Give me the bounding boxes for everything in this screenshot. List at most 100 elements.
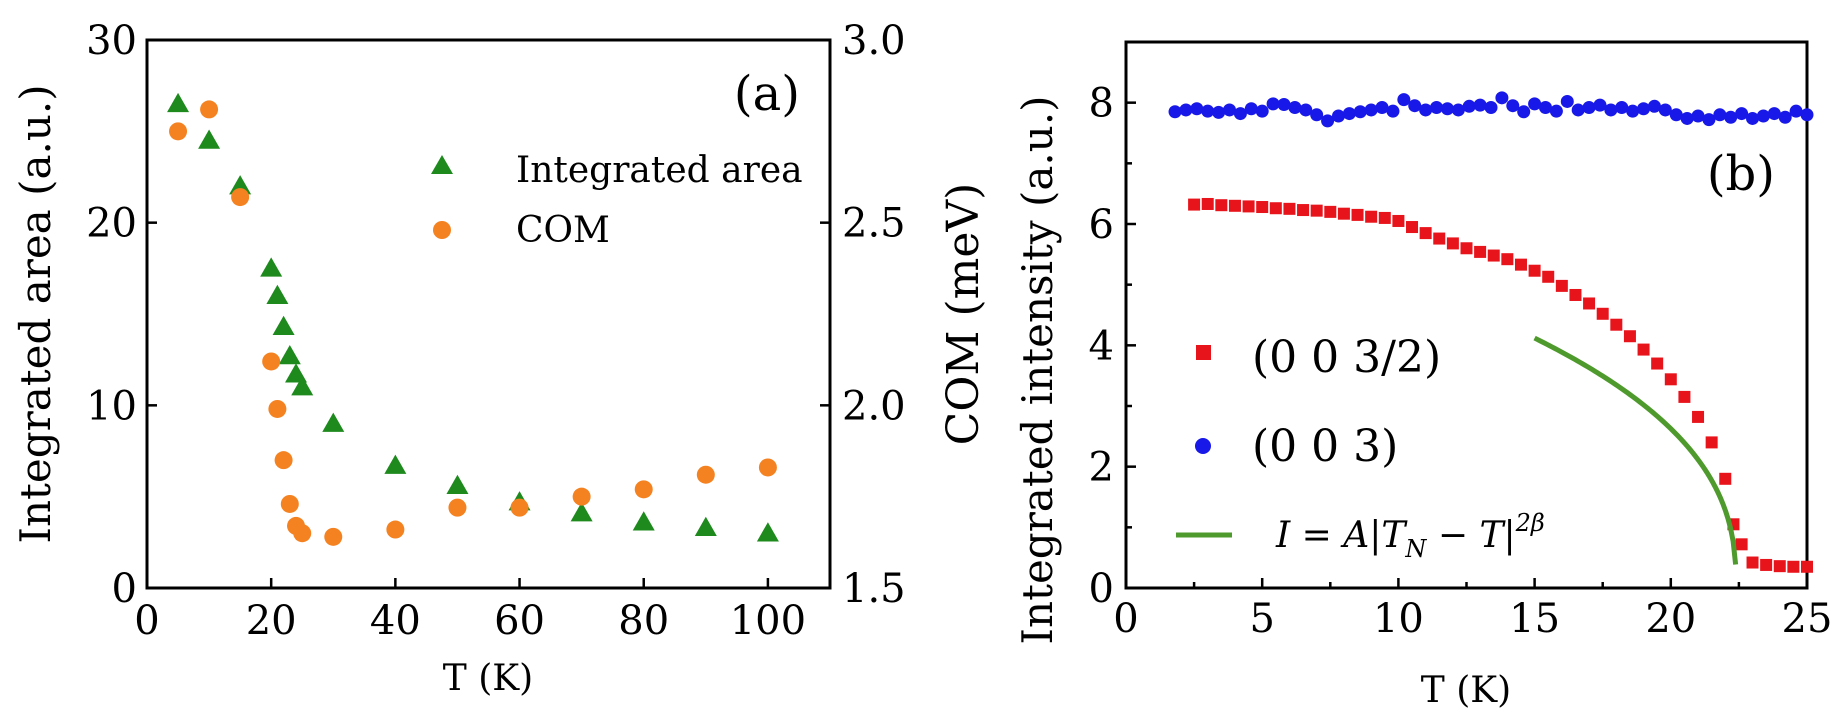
peak-half-point bbox=[1514, 258, 1527, 271]
peak-full-point bbox=[1560, 94, 1574, 108]
peak-full-point bbox=[1375, 101, 1389, 115]
panel-b-x-tick-labels: 0 5 10 15 20 25 bbox=[1113, 596, 1832, 642]
com-point bbox=[324, 527, 343, 546]
a-y-tick-label: 0 bbox=[112, 566, 137, 612]
com-point bbox=[572, 487, 591, 506]
peak-half-point bbox=[1623, 330, 1636, 343]
peak-half-point bbox=[1297, 204, 1310, 217]
integrated-area-point bbox=[167, 92, 190, 113]
peak-full-point bbox=[1746, 111, 1760, 125]
b-x-tick-label: 25 bbox=[1782, 596, 1833, 642]
panel-a-label: (a) bbox=[734, 66, 800, 122]
a-right-y-tick-label: 2.0 bbox=[842, 383, 906, 429]
peak-half-point bbox=[1474, 245, 1487, 258]
b-y-tick-label: 8 bbox=[1089, 81, 1114, 127]
peak-half-point bbox=[1760, 558, 1773, 571]
peak-half-point bbox=[1637, 343, 1650, 356]
peak-full-point bbox=[1517, 105, 1531, 119]
peak-full-point bbox=[1462, 99, 1476, 113]
panel-a-x-axis-title: T (K) bbox=[443, 658, 533, 699]
b-x-tick-label: 10 bbox=[1373, 596, 1424, 642]
peak-full-point bbox=[1223, 103, 1237, 117]
peak-half-point bbox=[1283, 202, 1296, 215]
peak-full-point bbox=[1310, 108, 1324, 122]
peak-half-point bbox=[1692, 410, 1705, 423]
legend-fit-label: I = A|TN − T|2β bbox=[1275, 509, 1545, 563]
peak-half-point bbox=[1324, 205, 1337, 218]
peak-full-point bbox=[1647, 99, 1661, 113]
panel-b-points bbox=[1168, 91, 1814, 573]
peak-half-point bbox=[1446, 237, 1459, 250]
com-point bbox=[758, 458, 777, 477]
peak-full-point bbox=[1538, 101, 1552, 115]
integrated-area-point bbox=[694, 516, 717, 536]
peak-full-point bbox=[1353, 105, 1367, 119]
peak-full-point bbox=[1473, 98, 1487, 112]
peak-half-point bbox=[1310, 204, 1323, 217]
fit-curve bbox=[1533, 335, 1739, 565]
peak-full-point bbox=[1800, 108, 1814, 122]
peak-half-point bbox=[1528, 264, 1541, 277]
peak-half-point bbox=[1201, 197, 1214, 210]
panel-b-x-axis-title: T (K) bbox=[1421, 670, 1511, 711]
peak-full-point bbox=[1266, 97, 1280, 111]
legend-peak-full-label: (0 0 3) bbox=[1252, 421, 1398, 472]
panel-b: 0 5 10 15 20 25 0 2 4 6 8 T (K) Integrated intens… bbox=[1013, 40, 1832, 711]
peak-full-point bbox=[1626, 104, 1640, 118]
peak-full-point bbox=[1713, 108, 1727, 122]
peak-half-point bbox=[1337, 207, 1350, 220]
peak-full-point bbox=[1451, 103, 1465, 117]
panel-a-ticks bbox=[145, 38, 830, 590]
b-y-tick-label: 0 bbox=[1089, 566, 1114, 612]
a-right-y-tick-label: 3.0 bbox=[842, 18, 906, 64]
integrated-area-point bbox=[446, 474, 469, 494]
a-x-tick-label: 80 bbox=[618, 598, 669, 644]
panel-a-right-y-tick-labels: 1.5 2.0 2.5 3.0 bbox=[842, 18, 906, 612]
peak-half-point bbox=[1487, 249, 1500, 262]
peak-half-point bbox=[1242, 200, 1255, 213]
peak-half-point bbox=[1460, 242, 1473, 255]
a-y-tick-label: 20 bbox=[86, 201, 137, 247]
legend-square-marker bbox=[1196, 345, 1211, 360]
peak-full-point bbox=[1440, 102, 1454, 116]
fit-label-rhs: − T| bbox=[1426, 515, 1515, 556]
a-x-tick-label: 60 bbox=[494, 598, 545, 644]
com-point bbox=[510, 498, 529, 517]
com-point bbox=[268, 399, 287, 418]
integrated-area-point bbox=[278, 345, 301, 365]
peak-full-point bbox=[1244, 102, 1258, 116]
com-point bbox=[696, 465, 715, 484]
a-x-tick-label: 20 bbox=[246, 598, 297, 644]
peak-full-point bbox=[1593, 98, 1607, 112]
peak-full-point bbox=[1364, 103, 1378, 117]
peak-full-point bbox=[1299, 103, 1313, 117]
fit-label-superscript: 2β bbox=[1515, 509, 1545, 537]
legend-com-label: COM bbox=[516, 210, 610, 251]
peak-full-point bbox=[1168, 105, 1182, 119]
peak-half-point bbox=[1378, 211, 1391, 224]
a-right-y-tick-label: 1.5 bbox=[842, 566, 906, 612]
peak-full-point bbox=[1658, 103, 1672, 117]
a-x-tick-label: 100 bbox=[730, 598, 806, 644]
integrated-area-point bbox=[260, 257, 283, 277]
panel-a-right-y-axis-title: COM (meV) bbox=[938, 183, 989, 446]
com-point bbox=[274, 451, 293, 470]
com-point bbox=[293, 524, 312, 543]
peak-full-point bbox=[1789, 104, 1803, 118]
integrated-area-point bbox=[322, 412, 345, 432]
integrated-area-point bbox=[198, 129, 221, 149]
com-point bbox=[262, 352, 281, 371]
peak-full-point bbox=[1571, 103, 1585, 117]
b-x-tick-label: 0 bbox=[1113, 596, 1138, 642]
peak-full-point bbox=[1637, 102, 1651, 116]
integrated-area-point bbox=[291, 376, 314, 396]
peak-full-point bbox=[1277, 97, 1291, 111]
peak-full-point bbox=[1386, 104, 1400, 118]
peak-full-point bbox=[1408, 99, 1422, 113]
peak-half-point bbox=[1610, 318, 1623, 331]
peak-half-point bbox=[1228, 199, 1241, 212]
legend-triangle-marker bbox=[431, 155, 453, 174]
peak-half-point bbox=[1188, 198, 1201, 211]
